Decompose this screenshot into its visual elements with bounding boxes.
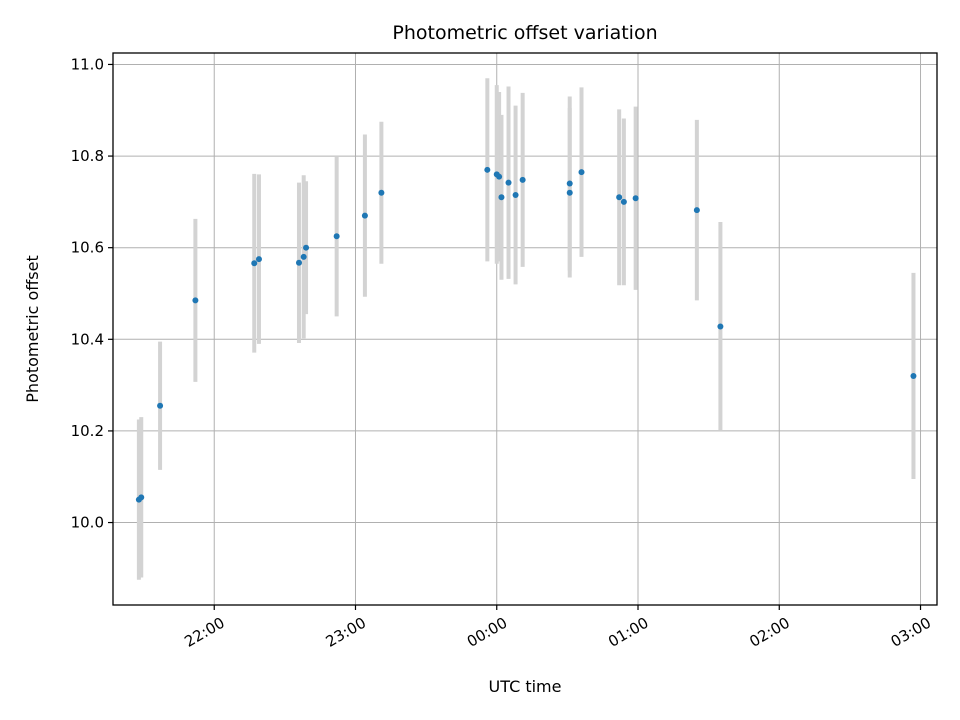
chart-title: Photometric offset variation [392, 22, 657, 44]
y-tick-label: 10.0 [71, 514, 104, 532]
y-axis-label: Photometric offset [23, 255, 42, 403]
data-point [632, 195, 639, 202]
data-point [378, 189, 385, 196]
data-point [717, 323, 724, 330]
data-point [138, 494, 145, 501]
x-axis-label: UTC time [489, 677, 562, 696]
data-point [192, 297, 199, 304]
data-point [295, 259, 302, 266]
y-tick-label: 10.4 [71, 330, 104, 348]
y-tick-label: 11.0 [71, 55, 104, 73]
data-point [498, 194, 505, 201]
data-point [578, 169, 585, 176]
data-point [303, 244, 310, 251]
plot-frame [112, 52, 938, 606]
data-point [566, 180, 573, 187]
data-point [505, 179, 512, 186]
y-tick-label: 10.2 [71, 422, 104, 440]
data-point [255, 256, 262, 263]
data-point [566, 189, 573, 196]
data-point [519, 176, 526, 183]
data-point [251, 260, 258, 267]
data-point [333, 233, 340, 240]
data-point [361, 212, 368, 219]
data-point [616, 194, 623, 201]
y-tick-label: 10.8 [71, 147, 104, 165]
data-point [496, 173, 503, 180]
data-points [135, 166, 917, 503]
data-point [300, 253, 307, 260]
data-point [620, 198, 627, 205]
data-point [693, 207, 700, 214]
data-point [484, 166, 491, 173]
data-point [512, 192, 519, 199]
y-tick-label: 10.6 [71, 239, 104, 257]
data-point [910, 372, 917, 379]
data-point [157, 402, 164, 409]
